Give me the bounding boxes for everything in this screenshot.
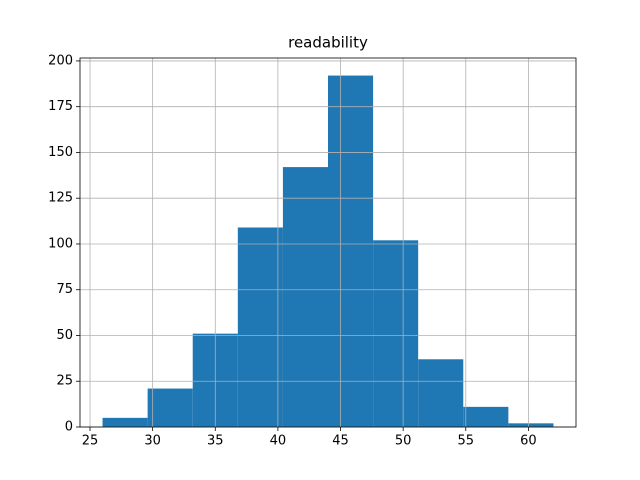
x-tick-label: 35 [207,434,224,449]
bar [282,167,328,427]
bar [147,388,193,427]
bar [508,423,554,427]
x-tick-label: 50 [395,434,412,449]
bar [463,406,509,427]
x-tick-label: 30 [144,434,161,449]
y-tick-label: 125 [48,191,73,206]
chart-title: readability [288,34,368,52]
y-tick-label: 50 [56,328,73,343]
y-tick-label: 200 [48,53,73,68]
y-tick-label: 25 [56,374,73,389]
bar [237,227,283,427]
x-tick-label: 60 [520,434,537,449]
y-tick-label: 75 [56,282,73,297]
x-tick-label: 25 [82,434,99,449]
y-tick-label: 150 [48,145,73,160]
y-tick-label: 100 [48,236,73,251]
x-tick-label: 40 [270,434,287,449]
bar [328,75,374,428]
bar [418,359,464,427]
x-tick-label: 45 [332,434,349,449]
plot-frame [79,57,577,428]
bar [102,417,148,427]
y-tick-label: 0 [65,420,73,435]
bar [373,240,419,427]
y-tick-label: 175 [48,99,73,114]
x-tick-label: 55 [458,434,475,449]
